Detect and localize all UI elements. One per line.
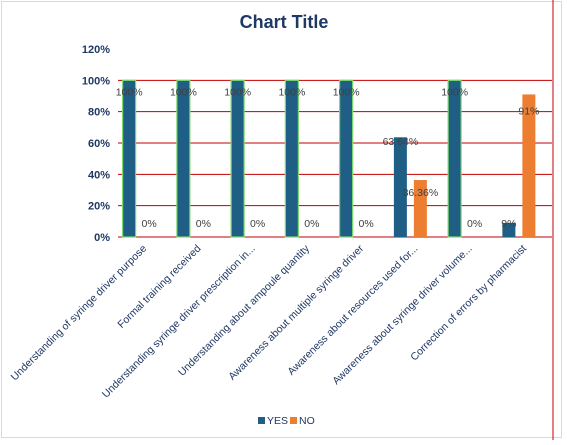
legend-swatch-no <box>290 417 297 424</box>
data-label-yes: 63.64% <box>383 136 419 148</box>
data-label-yes: 100% <box>333 86 360 98</box>
legend: YES NO <box>258 415 315 427</box>
data-label-no: 0% <box>304 218 319 230</box>
data-label-yes: 100% <box>278 86 305 98</box>
chart-border <box>1 1 562 438</box>
data-label-yes: 100% <box>116 86 143 98</box>
legend-label-yes: YES <box>267 415 288 427</box>
data-label-no: 91% <box>518 105 539 117</box>
y-tick-label: 120% <box>82 44 110 56</box>
bar-yes <box>502 222 516 237</box>
chart-title: Chart Title <box>240 12 329 32</box>
bars <box>122 79 536 238</box>
y-tick-label: 80% <box>88 107 110 119</box>
legend-swatch-yes <box>258 417 265 424</box>
data-label-no: 0% <box>359 218 374 230</box>
y-tick-label: 20% <box>88 201 110 213</box>
legend-label-no: NO <box>299 415 315 427</box>
y-tick-label: 40% <box>88 169 110 181</box>
data-label-no: 36.36% <box>403 187 439 199</box>
data-label-yes: 100% <box>441 86 468 98</box>
data-label-no: 0% <box>196 218 211 230</box>
bar-no <box>413 180 427 237</box>
bar-yes <box>393 137 407 237</box>
bar-yes <box>122 79 137 238</box>
data-label-yes: 100% <box>224 86 251 98</box>
bar-yes <box>284 79 299 238</box>
data-label-yes: 9% <box>501 218 516 230</box>
bar-yes <box>447 79 462 238</box>
data-label-yes: 100% <box>170 86 197 98</box>
bar-yes <box>230 79 245 238</box>
bar-yes <box>176 79 191 238</box>
data-label-no: 0% <box>250 218 265 230</box>
y-tick-label: 0% <box>94 232 110 244</box>
y-tick-label: 100% <box>82 75 110 87</box>
data-labels: 100% 0% 100% 0% 100% 0% 100% 0% 100% 0% 63.64% 36.3… <box>116 86 540 230</box>
data-label-no: 0% <box>142 218 157 230</box>
bar-yes <box>339 79 354 238</box>
y-axis: 0% 20% 40% 60% 80% 100% 120% <box>82 44 110 244</box>
data-label-no: 0% <box>467 218 482 230</box>
y-tick-label: 60% <box>88 138 110 150</box>
bar-no <box>522 94 536 237</box>
